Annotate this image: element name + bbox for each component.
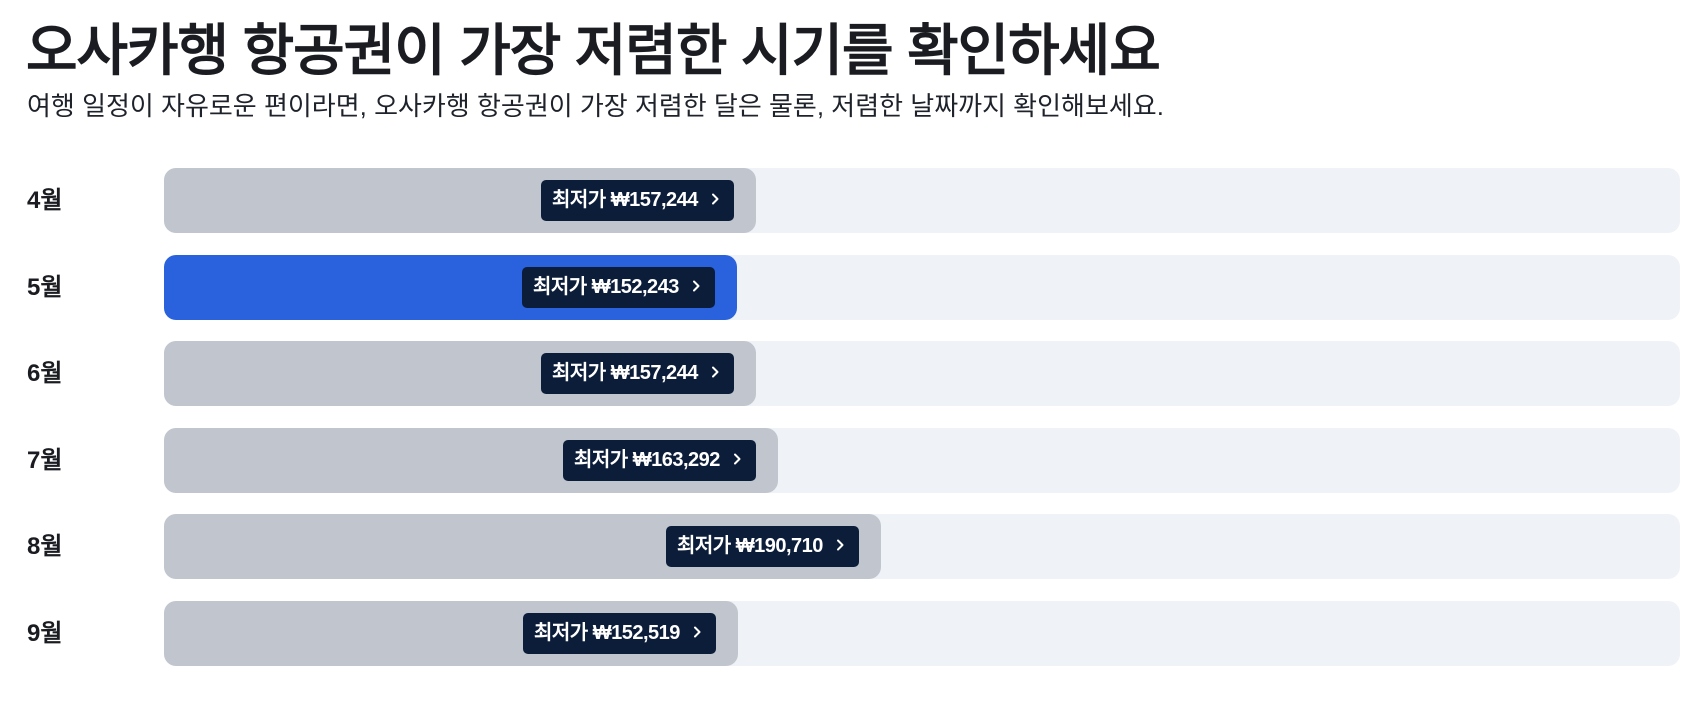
chart-row: 4월 최저가 ₩157,244 (0, 168, 1702, 233)
price-tag-label: 최저가 ₩190,710 (677, 535, 823, 557)
chevron-right-icon (689, 267, 703, 308)
price-tag-label: 최저가 ₩152,519 (534, 621, 680, 644)
page-title: 오사카행 항공권이 가장 저렴한 시기를 확인하세요 (26, 19, 1161, 82)
chevron-right-icon (708, 353, 722, 394)
price-tag-button[interactable]: 최저가 ₩152,243 (522, 266, 715, 308)
bar-track: 최저가 ₩157,244 (164, 341, 1680, 406)
bar-track: 최저가 ₩157,244 (164, 168, 1680, 233)
month-label: 7월 (27, 446, 63, 474)
bar-track: 최저가 ₩152,243 (164, 254, 1680, 320)
chart-row: 5월 최저가 ₩152,243 (0, 254, 1702, 320)
page-subtitle: 여행 일정이 자유로운 편이라면, 오사카행 항공권이 가장 저렴한 달은 물론… (27, 91, 1164, 121)
price-tag-button[interactable]: 최저가 ₩157,244 (541, 353, 734, 394)
price-tag-label: 최저가 ₩163,292 (574, 448, 720, 471)
price-tag-button[interactable]: 최저가 ₩163,292 (563, 439, 756, 481)
price-tag-button[interactable]: 최저가 ₩190,710 (666, 526, 859, 567)
bar-track: 최저가 ₩190,710 (164, 514, 1680, 579)
chart-row: 9월 최저가 ₩152,519 (0, 600, 1702, 666)
chevron-right-icon (708, 180, 722, 221)
price-tag-button[interactable]: 최저가 ₩152,519 (523, 612, 716, 654)
month-label: 9월 (27, 619, 63, 647)
chart-row: 6월 최저가 ₩157,244 (0, 341, 1702, 406)
chart-row: 7월 최저가 ₩163,292 (0, 427, 1702, 493)
monthly-price-chart: 4월 최저가 ₩157,244 5월 최저가 ₩152,243 6월 최저가 ₩157,2… (0, 168, 1702, 668)
bar-track: 최저가 ₩152,519 (164, 600, 1680, 666)
chevron-right-icon (833, 526, 847, 567)
month-label: 4월 (27, 187, 63, 214)
chart-row: 8월 최저가 ₩190,710 (0, 514, 1702, 579)
price-tag-button[interactable]: 최저가 ₩157,244 (541, 180, 734, 221)
bar-track: 최저가 ₩163,292 (164, 427, 1680, 493)
month-label: 6월 (27, 360, 63, 387)
month-label: 8월 (27, 533, 63, 560)
price-tag-label: 최저가 ₩157,244 (552, 362, 698, 384)
chevron-right-icon (690, 613, 704, 654)
month-label: 5월 (27, 273, 63, 301)
chevron-right-icon (730, 440, 744, 481)
price-tag-label: 최저가 ₩152,243 (533, 275, 679, 298)
price-tag-label: 최저가 ₩157,244 (552, 189, 698, 211)
